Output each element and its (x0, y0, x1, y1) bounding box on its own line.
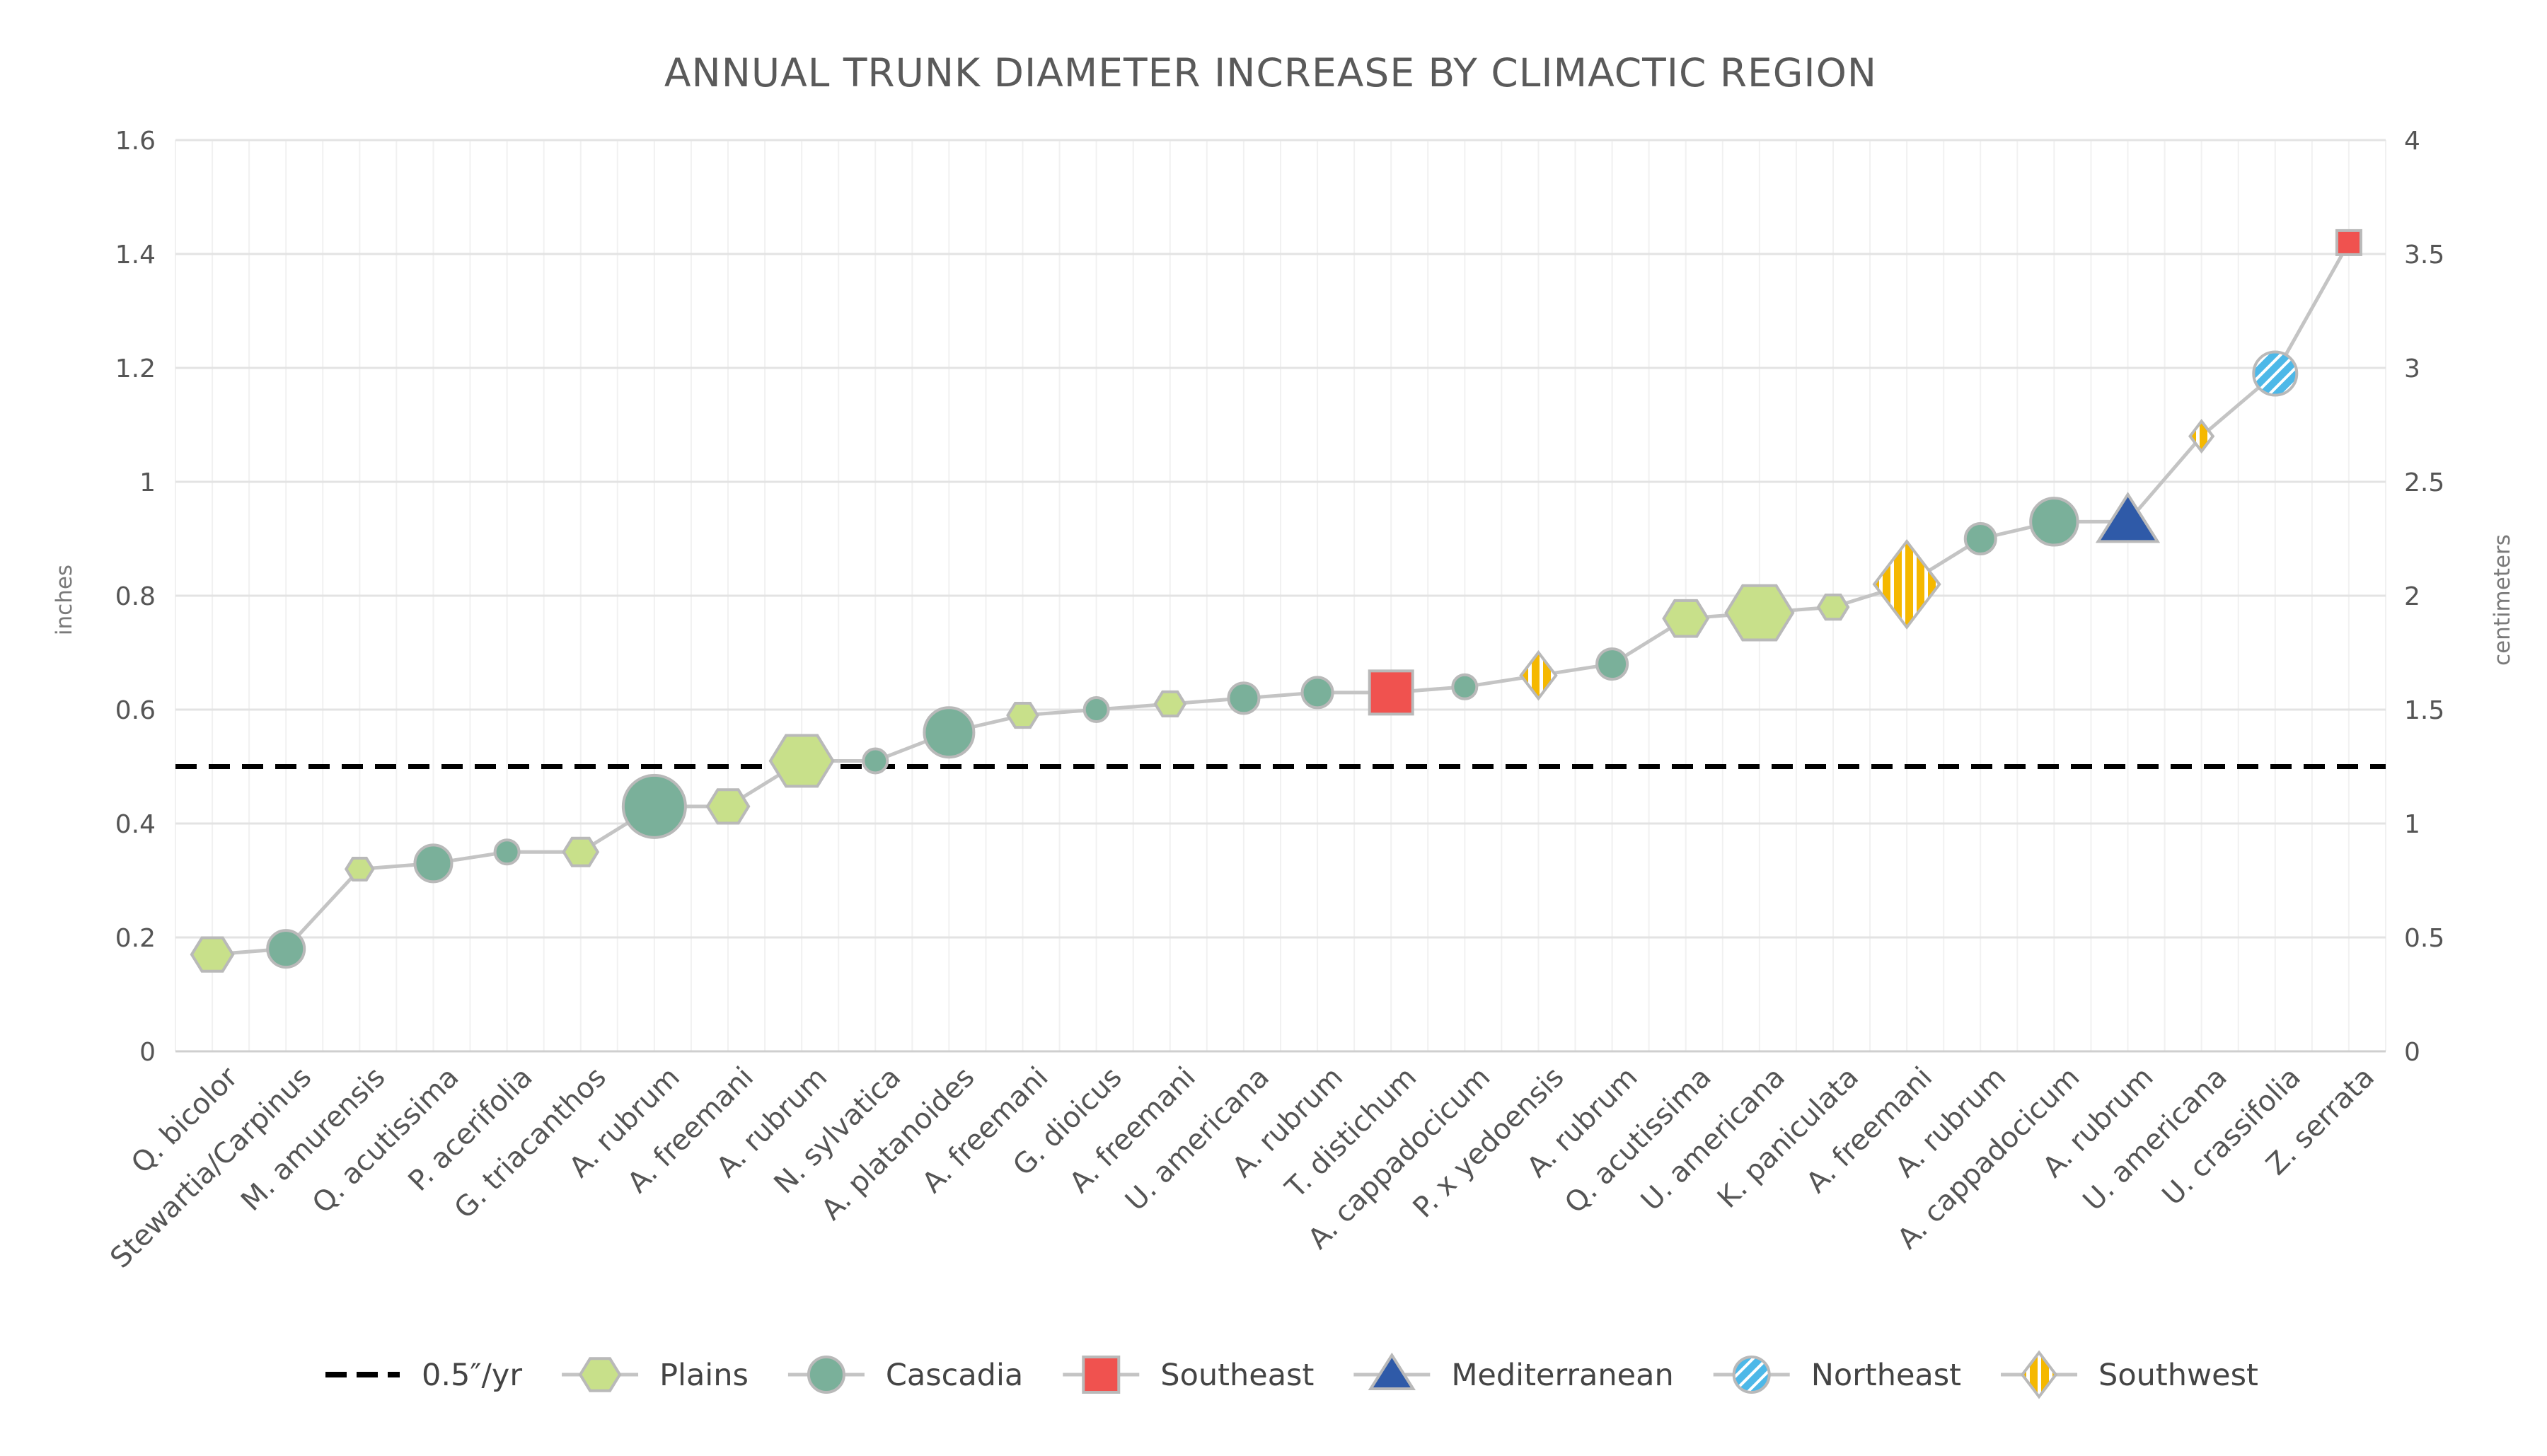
data-point (2335, 229, 2362, 256)
y-tick-label-left: 0.4 (115, 810, 156, 839)
data-point (1872, 538, 1941, 630)
data-point (1227, 681, 1261, 715)
y-tick-label-left: 0.6 (115, 696, 156, 725)
data-point (1519, 649, 1558, 701)
data-point (621, 773, 687, 839)
y-axis-left: 0 0.2 0.4 0.6 0.8 1 1.2 1.4 1.6 (115, 127, 156, 1067)
y-tick-label-left: 1.4 (115, 241, 156, 270)
data-point (1368, 669, 1414, 716)
data-point (1153, 690, 1187, 718)
legend-swatch-marker (2020, 1350, 2058, 1399)
legend-swatch-marker (807, 1356, 845, 1394)
y-tick-label-right: 0 (2404, 1038, 2420, 1067)
data-point (1300, 676, 1334, 710)
y-tick-label-left: 0.2 (115, 924, 156, 953)
y-tick-label-left: 0 (139, 1038, 156, 1067)
data-point (1662, 599, 1710, 638)
data-point (1595, 647, 1629, 681)
y-tick-label-right: 1.5 (2404, 696, 2444, 725)
data-point (862, 747, 889, 775)
data-point (1451, 673, 1479, 700)
y-tick-label-right: 4 (2404, 127, 2420, 156)
y-tick-label-right: 3.5 (2404, 241, 2444, 270)
y-tick-label-left: 1 (139, 468, 156, 497)
y-axis-label-left: inches (52, 565, 77, 635)
data-point (562, 836, 600, 867)
data-point (266, 929, 306, 969)
legend-swatch-marker (578, 1357, 622, 1392)
legend: 0.5″/yr Plains Cascadia Southeast Mediterran… (325, 1350, 2258, 1399)
legend-label: Northeast (1811, 1358, 1961, 1393)
data-point (413, 843, 454, 884)
data-point (2029, 497, 2079, 547)
data-point (768, 734, 835, 788)
legend-label: Southeast (1160, 1358, 1314, 1393)
y-tick-label-left: 1.2 (115, 354, 156, 383)
y-tick-label-right: 3 (2404, 354, 2420, 383)
legend-label: Mediterranean (1451, 1358, 1673, 1393)
chart-title: ANNUAL TRUNK DIAMETER INCREASE BY CLIMAC… (664, 50, 1877, 96)
data-point (2188, 419, 2215, 454)
data-point (344, 856, 375, 882)
y-tick-label-right: 1 (2404, 810, 2420, 839)
y-axis-label-right: centimeters (2490, 534, 2515, 666)
legend-label: Cascadia (886, 1358, 1023, 1393)
y-tick-label-left: 0.8 (115, 582, 156, 611)
legend-label: Southwest (2098, 1358, 2258, 1393)
y-axis-right: 0 0.5 1 1.5 2 2.5 3 3.5 4 (2404, 127, 2444, 1067)
legend-label: Plains (659, 1358, 749, 1393)
legend-label: 0.5″/yr (422, 1358, 522, 1393)
legend-swatch-marker (1368, 1352, 1416, 1390)
y-tick-label-right: 2 (2404, 582, 2420, 611)
data-point (1724, 584, 1795, 642)
data-point (1816, 594, 1850, 621)
data-point (705, 788, 751, 825)
data-point (1082, 696, 1110, 723)
data-series (190, 229, 2362, 973)
data-point (493, 838, 521, 866)
data-point (1006, 701, 1039, 729)
data-point (2252, 350, 2299, 397)
y-tick-label-right: 2.5 (2404, 468, 2444, 497)
data-point (190, 936, 235, 973)
legend-swatch-marker (1082, 1356, 1121, 1394)
y-tick-label-left: 1.6 (115, 127, 156, 156)
y-tick-label-right: 0.5 (2404, 924, 2444, 953)
data-point (1963, 522, 1997, 555)
grid (175, 139, 2386, 1053)
legend-swatch-marker (1732, 1356, 1771, 1394)
data-point (923, 706, 976, 759)
data-point (2095, 492, 2161, 543)
